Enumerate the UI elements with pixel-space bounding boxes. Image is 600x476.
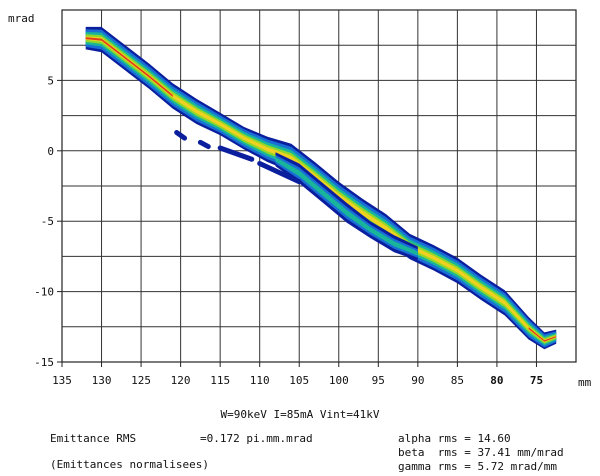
fragment-0 xyxy=(174,129,188,141)
y-tick-label: -15 xyxy=(34,356,54,369)
x-tick-label: 135 xyxy=(52,374,72,387)
x-tick-label: 105 xyxy=(289,374,309,387)
fragment-3 xyxy=(257,160,302,185)
y-axis-label: mrad xyxy=(8,12,35,25)
secondary-band-layer-2 xyxy=(275,157,418,256)
x-tick-label: 120 xyxy=(171,374,191,387)
x-tick-label: 95 xyxy=(372,374,385,387)
y-tick-label: 5 xyxy=(47,74,54,87)
beta-rms: beta rms = 37.41 mm/mrad xyxy=(398,446,564,459)
emittance-plot: mrad mm 135 130 125 120 115 110 105 100 95 90 85 80… xyxy=(8,9,592,389)
x-tick-label: 125 xyxy=(131,374,151,387)
x-tick-label: 80 xyxy=(490,374,503,387)
x-tick-label: 75 xyxy=(530,374,543,387)
main-band-density-layer-mid-high xyxy=(85,34,557,344)
main-band-core-lower xyxy=(528,327,557,342)
normalised-note: (Emittances normalisees) xyxy=(50,458,209,471)
y-tick-label: -5 xyxy=(41,215,54,228)
x-axis-label: mm xyxy=(578,376,592,389)
y-tick-label: -10 xyxy=(34,286,54,299)
x-tick-label: 110 xyxy=(250,374,270,387)
x-tick-label: 85 xyxy=(451,374,464,387)
y-tick-label: 0 xyxy=(47,145,54,158)
emittance-label: Emittance RMS xyxy=(50,432,137,445)
x-tick-label: 90 xyxy=(411,374,424,387)
fragment-1 xyxy=(197,139,211,150)
fragment-2 xyxy=(217,145,255,162)
beam-conditions: W=90keV I=85mA Vint=41kV xyxy=(220,408,380,421)
x-tick-label: 100 xyxy=(329,374,349,387)
gamma-rms: gamma rms = 5.72 mrad/mm xyxy=(398,460,557,473)
emittance-value: =0.172 pi.mm.mrad xyxy=(200,432,313,445)
x-tick-label: 115 xyxy=(210,374,230,387)
alpha-rms: alpha rms = 14.60 xyxy=(398,432,511,445)
x-tick-label: 130 xyxy=(92,374,112,387)
